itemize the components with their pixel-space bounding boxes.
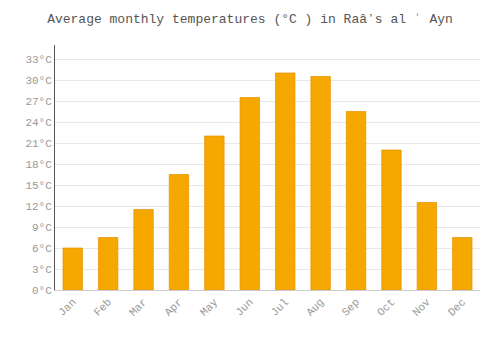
svg-text:Jul: Jul <box>269 296 291 318</box>
svg-text:27°C: 27°C <box>25 96 52 108</box>
svg-text:Nov: Nov <box>410 296 433 319</box>
svg-text:9°C: 9°C <box>32 222 52 234</box>
svg-text:Average monthly temperatures (: Average monthly temperatures (°C ) in Ra… <box>47 12 453 27</box>
svg-text:6°C: 6°C <box>32 243 52 255</box>
svg-text:30°C: 30°C <box>25 75 52 87</box>
svg-text:21°C: 21°C <box>25 138 52 150</box>
svg-text:33°C: 33°C <box>25 54 52 66</box>
svg-text:Feb: Feb <box>92 296 114 318</box>
svg-text:15°C: 15°C <box>25 180 52 192</box>
svg-text:Jan: Jan <box>56 296 78 318</box>
svg-text:Oct: Oct <box>375 296 397 318</box>
svg-text:Aug: Aug <box>304 296 326 318</box>
svg-text:Apr: Apr <box>162 296 184 318</box>
svg-text:Sep: Sep <box>340 296 362 318</box>
svg-text:18°C: 18°C <box>25 159 52 171</box>
svg-text:Mar: Mar <box>127 296 149 318</box>
svg-text:3°C: 3°C <box>32 264 52 276</box>
svg-text:Jun: Jun <box>233 296 255 318</box>
svg-text:Dec: Dec <box>446 296 468 318</box>
svg-text:12°C: 12°C <box>25 201 52 213</box>
svg-text:24°C: 24°C <box>25 117 52 129</box>
svg-text:0°C: 0°C <box>32 285 52 297</box>
svg-text:May: May <box>198 296 221 319</box>
